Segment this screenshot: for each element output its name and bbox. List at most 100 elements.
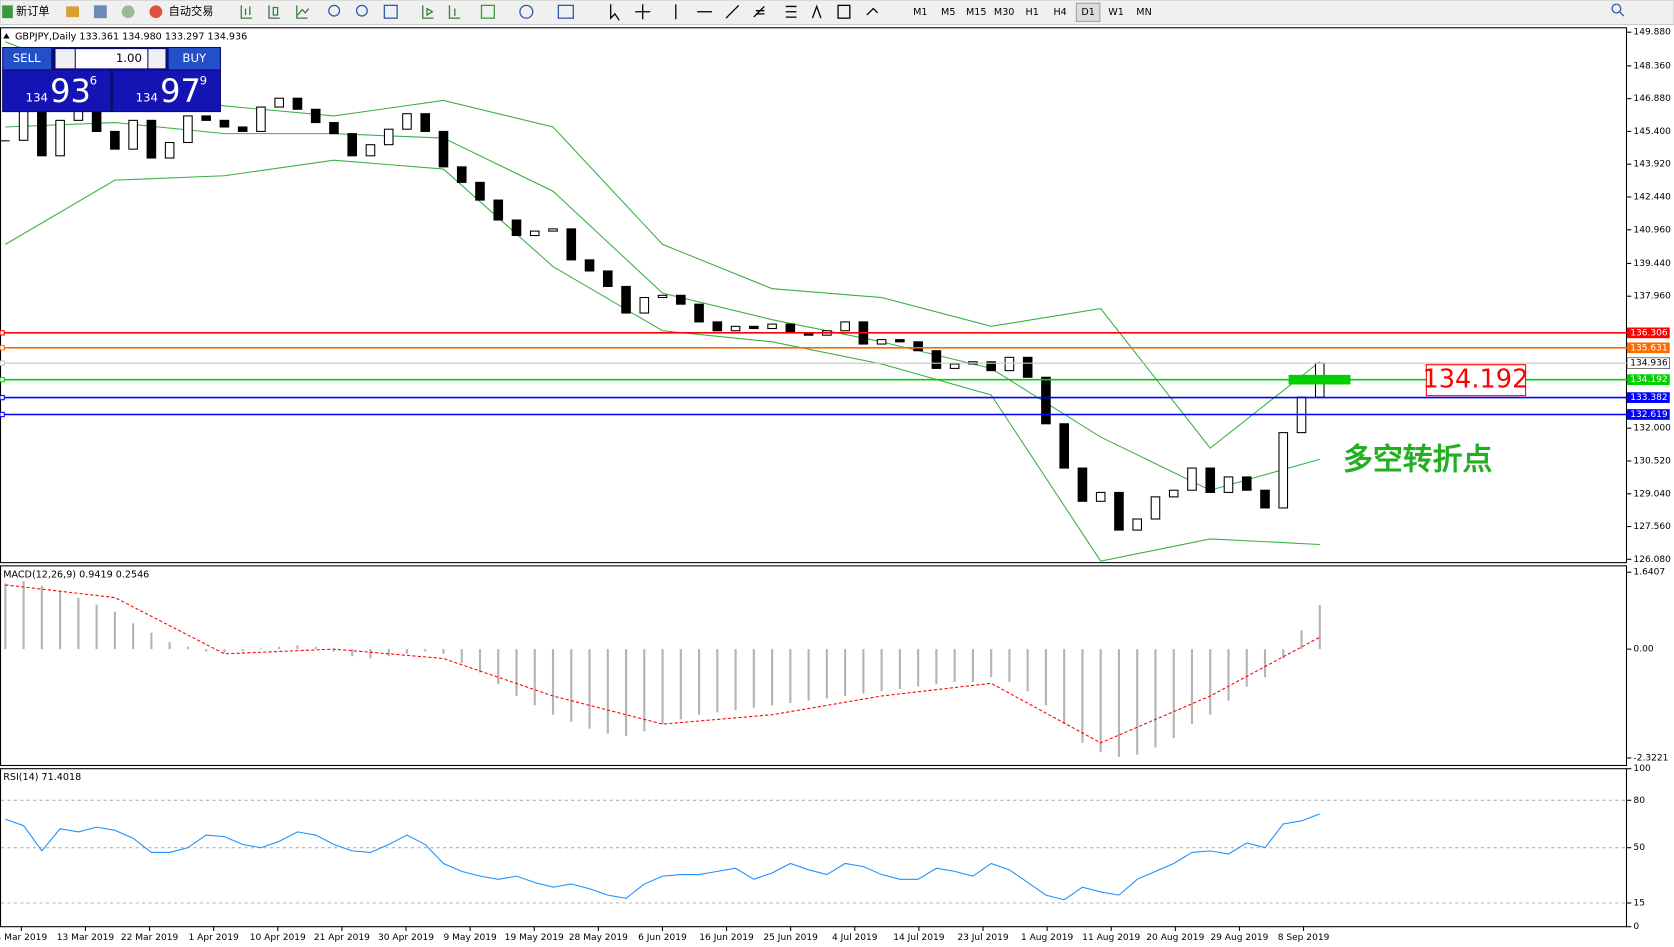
toolbar-icon[interactable]	[66, 6, 80, 18]
toolbar-icon[interactable]	[121, 5, 135, 19]
bid-box[interactable]	[3, 70, 110, 112]
sell-label[interactable]: SELL	[13, 51, 41, 65]
candle	[1168, 489, 1179, 498]
toolbar-bg	[0, 0, 1674, 26]
timeframe-group: M1 M5 M15 M30 H1 H4 D1 W1 MN	[913, 2, 1152, 22]
candle	[1022, 356, 1033, 378]
level-handle[interactable]	[0, 411, 5, 418]
level-handle[interactable]	[0, 394, 5, 401]
bollinger-lower	[5, 159, 1320, 562]
candle	[274, 97, 284, 108]
zoom-out-tool[interactable]	[355, 4, 368, 17]
date-label: 23 Jul 2019	[957, 933, 1009, 943]
y-tick-label: 0.00	[1633, 645, 1653, 655]
y-tick-label: 148.360	[1633, 61, 1671, 71]
level-handle[interactable]	[0, 360, 5, 366]
toolbar-icon[interactable]	[93, 5, 107, 19]
lot-up[interactable]	[148, 49, 166, 69]
timeframe-button[interactable]: M1	[913, 7, 927, 18]
rsi-label: RSI(14) 71.4018	[3, 772, 81, 783]
bid-big-figure: 134	[26, 91, 48, 105]
candle	[712, 321, 723, 332]
level-handle[interactable]	[0, 345, 5, 351]
bar-chart-tool[interactable]	[240, 5, 252, 19]
label-tool[interactable]	[837, 4, 851, 19]
new-order-icon[interactable]	[2, 5, 13, 19]
candle	[1077, 467, 1088, 502]
trendline-tool[interactable]	[725, 4, 740, 19]
y-tick-label: 80	[1633, 796, 1645, 806]
timeframe-button[interactable]: H1	[1025, 7, 1038, 18]
timeframe-button[interactable]: M5	[941, 7, 955, 18]
y-tick-label: 15	[1633, 898, 1645, 908]
price-panel: GBPJPY,Daily 133.361 134.980 133.297 134…	[0, 27, 1671, 565]
lot-value[interactable]: 1.00	[116, 51, 142, 65]
date-label: 20 Aug 2019	[1146, 933, 1204, 943]
level-handle[interactable]	[0, 376, 5, 383]
crosshair-tool[interactable]	[635, 4, 651, 20]
signal-line	[5, 584, 1321, 744]
candle	[146, 119, 157, 159]
auto-trading-button[interactable]: 自动交易	[169, 4, 214, 18]
candle	[986, 361, 996, 372]
periods-tool[interactable]	[519, 4, 534, 19]
candle	[1205, 467, 1216, 493]
panel-border	[0, 565, 1628, 767]
active-timeframe-box[interactable]	[1075, 2, 1101, 22]
collapse-arrow[interactable]	[3, 33, 10, 39]
date-label: 13 Mar 2019	[57, 933, 115, 943]
search-tool[interactable]	[1611, 3, 1625, 17]
ask-box[interactable]	[113, 70, 220, 112]
buy-label[interactable]: BUY	[182, 51, 207, 65]
buy-button[interactable]	[168, 48, 220, 70]
date-label: 9 May 2019	[443, 933, 497, 943]
candle	[310, 108, 321, 124]
candle	[37, 110, 47, 157]
fibo-tool[interactable]	[785, 5, 797, 18]
y-tick-label: 100	[1633, 764, 1651, 774]
y-tick-label: 127.560	[1633, 522, 1671, 532]
panel-border	[0, 27, 1628, 564]
level-price-tag	[1627, 342, 1670, 354]
auto-trading-icon[interactable]	[149, 5, 163, 19]
scroll-tool[interactable]	[422, 5, 434, 19]
bid-pips: 93	[50, 72, 91, 110]
cursor-tool[interactable]	[610, 4, 620, 21]
level-handle[interactable]	[0, 330, 5, 336]
candle	[767, 323, 777, 330]
timeframe-button[interactable]: D1	[1081, 7, 1095, 18]
new-order-button[interactable]: 新订单	[16, 4, 50, 18]
timeframe-button[interactable]: MN	[1136, 7, 1151, 18]
date-label: 29 Aug 2019	[1210, 933, 1268, 943]
y-tick-label: 130.520	[1633, 456, 1671, 466]
shift-tool[interactable]	[448, 5, 461, 19]
candle	[584, 259, 595, 272]
line-chart-tool[interactable]	[296, 5, 310, 19]
timeframe-button[interactable]: W1	[1108, 7, 1124, 18]
candle	[1059, 423, 1069, 469]
tile-tool[interactable]	[383, 4, 398, 19]
lot-input[interactable]	[75, 49, 148, 69]
channel-tool[interactable]	[753, 5, 765, 18]
candle	[1004, 356, 1015, 372]
macd-panel: MACD(12,26,9) 0.9419 0.2546 1.6407 0.00 -2…	[0, 565, 1668, 767]
text-tool[interactable]	[811, 4, 822, 19]
timeframe-button[interactable]: H4	[1053, 7, 1066, 18]
date-label: 30 Apr 2019	[378, 933, 434, 943]
indicators-tool[interactable]	[480, 4, 495, 19]
candle-chart-tool[interactable]	[268, 5, 280, 19]
sell-button[interactable]	[3, 48, 52, 70]
templates-tool[interactable]	[557, 4, 574, 19]
y-tick-label: 142.440	[1633, 192, 1671, 202]
level-price-tag	[1627, 409, 1670, 420]
trade-panel: SELL 1.00 BUY 134 93 6 134 97 9	[2, 46, 221, 113]
pivot-price-box	[1425, 364, 1527, 397]
date-axis: 4 Mar 2019 13 Mar 2019 22 Mar 2019 1 Apr 20…	[0, 926, 1330, 943]
lot-down[interactable]	[55, 49, 75, 69]
candle	[128, 119, 138, 150]
zoom-in-tool[interactable]	[328, 4, 341, 17]
date-label: 10 Apr 2019	[250, 933, 306, 943]
arrow-tool[interactable]	[866, 7, 879, 16]
timeframe-button[interactable]: M30	[994, 7, 1015, 18]
timeframe-button[interactable]: M15	[966, 7, 987, 18]
